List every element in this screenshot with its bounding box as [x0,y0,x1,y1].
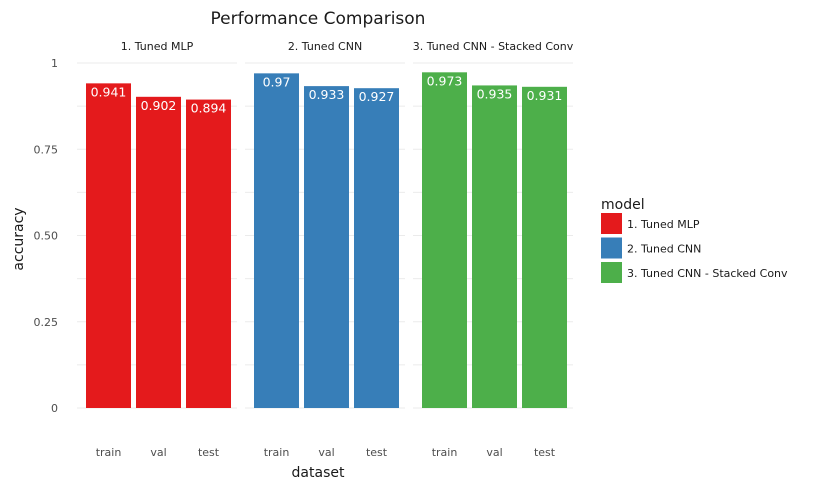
x-tick-label: train [264,446,290,459]
bar [136,96,181,408]
x-tick-label: val [318,446,334,459]
x-tick-label: val [486,446,502,459]
facet-title: 2. Tuned CNN [288,40,362,53]
bar-value-label: 0.935 [477,86,513,101]
bar [186,99,231,408]
bar [254,73,299,408]
facet-panel: 2. Tuned CNN 0.97 train 0.933 val 0.927 test [254,40,399,459]
facet-panel: 3. Tuned CNN - Stacked Conv 0.973 train 0.9… [413,40,574,459]
legend: model 1. Tuned MLP 2. Tuned CNN 3. Tuned C… [601,197,788,283]
bar-value-label: 0.973 [427,73,463,88]
y-tick-label: 0 [51,402,58,415]
bar [354,88,399,408]
x-axis-title: dataset [292,465,345,481]
x-tick-label: train [432,446,458,459]
bar-value-label: 0.933 [309,87,345,102]
bar [422,72,467,408]
bar [86,83,131,408]
legend-title: model [601,197,645,213]
bar-value-label: 0.902 [141,98,177,113]
legend-label: 1. Tuned MLP [627,218,700,231]
legend-key [601,213,622,234]
bar [522,86,567,409]
y-tick-label: 0.75 [34,143,59,156]
bar-value-label: 0.927 [359,89,395,104]
y-tick-label: 0.25 [34,316,59,329]
y-axis-title: accuracy [11,207,27,270]
bar-value-label: 0.931 [527,88,563,103]
legend-key [601,237,622,259]
x-tick-label: test [534,446,556,459]
x-tick-label: test [366,446,388,459]
facet-title: 1. Tuned MLP [121,40,194,53]
bar [472,85,517,409]
bar-value-label: 0.941 [91,84,127,99]
legend-key [601,262,622,283]
y-tick-label: 0.50 [34,230,59,243]
facet-panel: 1. Tuned MLP 0.941 train 0.902 val 0.894 test [86,40,231,459]
legend-label: 2. Tuned CNN [627,243,701,256]
bar-value-label: 0.97 [263,74,291,89]
x-tick-label: val [150,446,166,459]
x-tick-label: test [198,446,220,459]
facets-layer: 1. Tuned MLP0.941train0.902val0.894test2… [86,40,574,459]
y-axis: 0 0.25 0.50 0.75 1 [34,57,59,415]
chart-title: Performance Comparison [211,9,426,29]
y-tick-label: 1 [51,57,58,70]
facet-title: 3. Tuned CNN - Stacked Conv [413,40,574,53]
bar-value-label: 0.894 [191,101,227,116]
x-tick-label: train [96,446,122,459]
legend-label: 3. Tuned CNN - Stacked Conv [627,267,788,280]
bar [304,86,349,409]
